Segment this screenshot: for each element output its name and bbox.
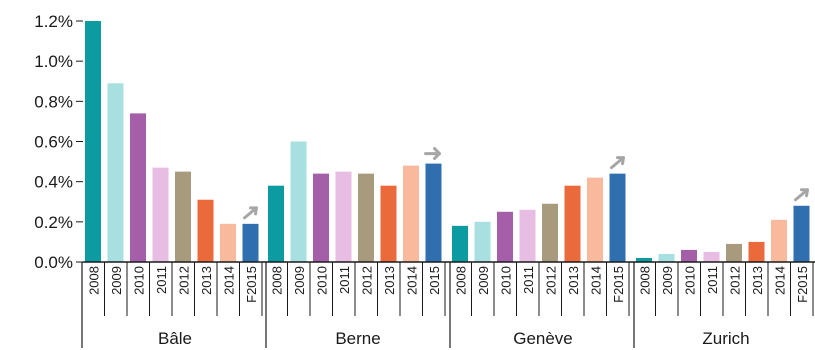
x-tick-label: 2009 [109,266,124,295]
x-tick-label: 2008 [637,266,652,295]
x-axis: 2008 2009 2010 2011 2012 2013 2014 F2015 2008 200… [81,261,815,348]
bar [748,241,765,262]
x-tick-label: 2008 [453,266,468,295]
y-tick-label: 0.6% [34,133,73,152]
forecast-arrow [243,206,258,220]
bar [452,225,468,262]
bar [474,221,491,262]
bar [268,185,284,262]
x-tick-label: 2010 [314,266,329,295]
x-tick-label: 2011 [521,266,536,294]
bar [380,185,397,262]
bar [609,173,626,262]
forecast-arrow [794,188,809,202]
x-tick-label: 2014 [772,266,787,295]
bar [564,185,581,262]
bar [197,199,214,262]
bar [587,177,603,262]
group-label: Bâle [158,329,192,348]
x-tick-label: 2010 [682,266,697,295]
bar [703,251,720,262]
group-label: Genève [513,329,573,348]
bar [85,21,101,262]
x-tick-label: 2013 [566,266,581,295]
x-tick-label: 2009 [476,266,491,295]
bar [519,209,536,262]
x-tick-label: 2012 [727,266,742,295]
bar [658,253,675,262]
x-tick-label: 2012 [359,266,374,295]
bar [335,171,352,262]
x-tick-label: 2008 [269,266,284,295]
group-label: Berne [335,329,380,348]
bar [726,243,742,262]
x-tick-label: 2010 [498,266,513,295]
y-tick-label: 1.0% [34,52,73,71]
y-axis: 0.0% 0.2% 0.4% 0.6% 0.8% 1.0% 1.2% [34,12,83,272]
bar [242,223,259,262]
bar [107,83,124,262]
forecast-arrows [243,147,809,220]
x-tick-label: F2015 [611,266,626,303]
y-tick-label: 0.8% [34,92,73,111]
x-tick-label: 2014 [221,266,236,295]
x-tick-label: 2012 [543,266,558,295]
bar [175,171,191,262]
bar [681,249,697,262]
bar [220,223,236,262]
bar [497,211,513,262]
x-tick-label: F2015 [795,266,810,303]
bar [313,173,329,262]
bar [771,219,787,262]
bar [425,163,442,262]
x-tick-label: 2013 [382,266,397,295]
y-tick-label: 0.2% [34,213,73,232]
bar [290,141,307,262]
bar [636,257,652,262]
x-tick-label: 2009 [292,266,307,295]
bar [542,203,558,262]
x-tick-label: 2014 [404,266,419,295]
bar [152,167,169,262]
bars [85,21,810,262]
x-tick-label: 2014 [588,266,603,295]
y-tick-label: 1.2% [34,12,73,31]
y-tick-label: 0.0% [34,253,73,272]
x-tick-label: 2011 [705,266,720,294]
x-tick-label: 2013 [199,266,214,295]
bar [130,113,146,262]
x-tick-label: 2008 [86,266,101,295]
bar [793,205,810,262]
x-tick-label: 2010 [131,266,146,295]
x-tick-label: 2011 [154,266,169,294]
x-tick-label: 2015 [427,266,442,295]
x-tick-label: F2015 [244,266,259,303]
x-tick-label: 2009 [660,266,675,295]
x-tick-label: 2011 [337,266,352,294]
bar [403,165,419,262]
forecast-arrow [610,156,625,170]
y-tick-label: 0.4% [34,173,73,192]
forecast-arrow [424,147,441,161]
bar [358,173,374,262]
x-tick-label: 2013 [750,266,765,295]
x-tick-label: 2012 [176,266,191,295]
group-label: Zurich [702,329,749,348]
